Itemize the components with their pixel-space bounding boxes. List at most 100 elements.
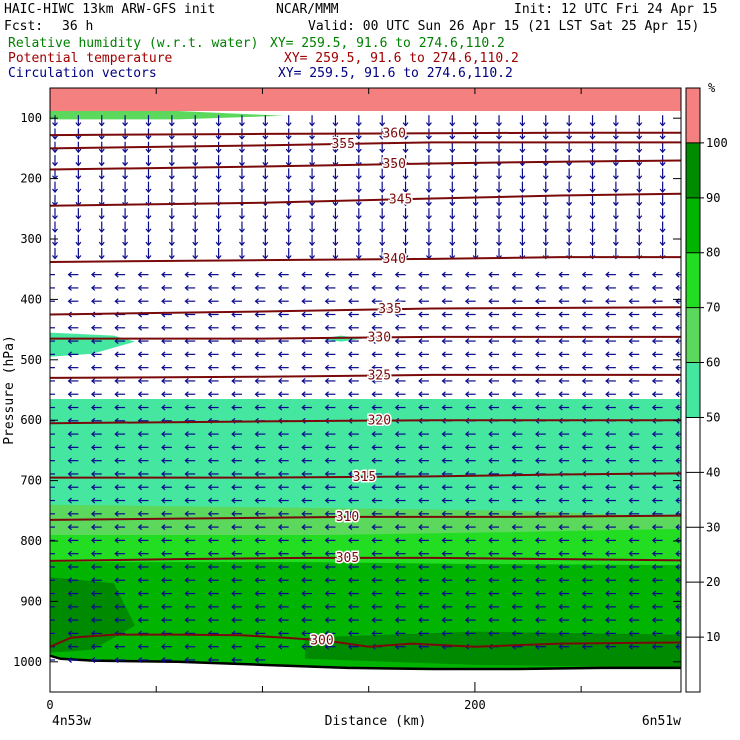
vector-arrowhead [425, 122, 432, 127]
vector-arrowhead [612, 175, 619, 180]
vector-arrowhead [67, 431, 72, 438]
vector-arrowhead [371, 351, 376, 358]
vector-arrowhead [418, 338, 423, 345]
vector-arrowhead [605, 364, 610, 371]
vector-arrowhead [184, 497, 189, 504]
vector-arrowhead [52, 162, 58, 167]
vector-arrowhead [379, 241, 386, 247]
vector-arrowhead [441, 391, 446, 398]
vector-arrowhead [137, 590, 143, 597]
vector-arrowhead [277, 311, 283, 318]
vector-arrowhead [231, 550, 236, 557]
vector-arrowhead [394, 524, 400, 531]
vector-arrowhead [418, 537, 423, 544]
vector-arrowhead [309, 122, 316, 127]
y-tick-label: 600 [20, 413, 42, 427]
vector-arrowhead [184, 657, 189, 663]
vector-arrowhead [254, 377, 259, 384]
vector-arrowhead [394, 404, 400, 411]
vector-arrowhead [91, 444, 96, 451]
init-time: Init: 12 UTC Fri 24 Apr 15 [514, 2, 718, 17]
vector-arrowhead [464, 284, 470, 291]
vector-arrowhead [98, 188, 105, 193]
vector-arrowhead [581, 351, 587, 358]
vector-arrowhead [45, 591, 48, 596]
vector-arrowhead [91, 457, 96, 464]
vector-arrowhead [137, 324, 143, 331]
vector-arrowhead [628, 524, 633, 531]
vector-arrowhead [184, 510, 189, 517]
vector-arrowhead [184, 324, 189, 331]
vector-arrowhead [535, 271, 540, 278]
vector-arrowhead [612, 122, 619, 127]
vector-arrowhead [168, 228, 175, 233]
vector-arrowhead [348, 364, 353, 371]
vector-arrowhead [277, 391, 283, 398]
vector-arrowhead [651, 391, 657, 398]
vector-arrowhead [636, 228, 643, 233]
vector-arrowhead [324, 338, 330, 345]
vector-arrowhead [511, 590, 516, 597]
vector-arrowhead [418, 510, 423, 517]
vector-arrowhead [52, 148, 58, 154]
vector-arrowhead [511, 298, 516, 305]
vector-arrowhead [581, 431, 587, 438]
colorbar-band-60 [686, 307, 700, 363]
x-tick-label: 0 [46, 698, 53, 712]
vector-arrowhead [418, 497, 423, 504]
vector-arrowhead [394, 510, 400, 517]
vector-arrowhead [67, 284, 72, 291]
vector-arrowhead [309, 188, 316, 193]
vector-arrowhead [301, 431, 306, 438]
vector-arrowhead [277, 431, 283, 438]
vector-arrowhead [659, 201, 666, 207]
vector-arrowhead [628, 431, 633, 438]
vector-arrowhead [285, 241, 292, 247]
vector-arrowhead [91, 391, 96, 398]
vector-arrowhead [324, 470, 330, 477]
model-title: HAIC-HIWC 13km ARW-GFS init [4, 2, 216, 17]
vector-arrowhead [464, 537, 470, 544]
vector-arrowhead [651, 444, 657, 451]
vector-arrowhead [418, 630, 423, 637]
vector-arrowhead [464, 550, 470, 557]
vector-arrowhead [371, 338, 376, 345]
vector-arrowhead [91, 510, 96, 517]
vector-arrowhead [675, 524, 680, 531]
vector-arrowhead [605, 457, 610, 464]
vector-arrowhead [161, 364, 166, 371]
vector-arrowhead [277, 444, 283, 451]
vector-arrowhead [566, 175, 573, 180]
vector-arrowhead [394, 324, 400, 331]
vector-arrowhead [449, 148, 456, 154]
vector-arrowhead [184, 391, 189, 398]
vector-arrowhead [651, 577, 657, 584]
vector-arrowhead [45, 578, 48, 583]
vector-arrowhead [449, 215, 456, 220]
vector-arrowhead [348, 284, 353, 291]
field-rh-name: Relative humidity (w.r.t. water) [8, 36, 259, 51]
vector-arrowhead [651, 404, 657, 411]
vector-arrowhead [277, 351, 283, 358]
vector-arrowhead [379, 148, 386, 154]
vector-arrowhead [184, 617, 189, 624]
vector-arrowhead [301, 524, 306, 531]
vector-arrowhead [542, 228, 549, 233]
vector-arrowhead [67, 603, 72, 610]
vector-arrowhead [67, 497, 72, 504]
vector-arrowhead [348, 590, 353, 597]
vector-arrowhead [628, 590, 633, 597]
theta-contour-305 [50, 556, 681, 562]
vector-arrowhead [542, 241, 549, 247]
field-vectors-xy: XY= 259.5, 91.6 to 274.6,110.2 [278, 66, 513, 81]
vector-arrowhead [45, 352, 48, 357]
vector-arrowhead [675, 364, 680, 371]
vector-arrowhead [558, 510, 563, 517]
vector-arrowhead [441, 510, 446, 517]
vector-arrowhead [98, 228, 105, 233]
theta-contour-345 [50, 192, 681, 207]
theta-contour-310 [50, 514, 681, 521]
vector-arrowhead [535, 377, 540, 384]
vector-arrowhead [558, 298, 563, 305]
vector-arrowhead [207, 577, 213, 584]
